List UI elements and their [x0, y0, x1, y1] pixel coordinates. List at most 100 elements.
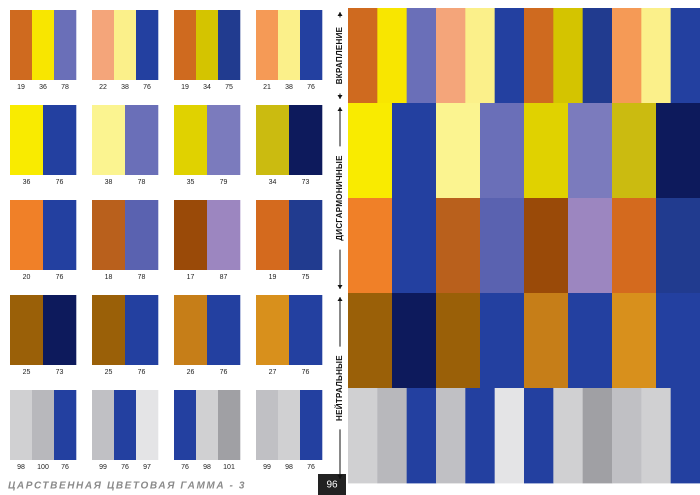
swatch — [256, 105, 290, 175]
swatch-label: 38 — [121, 84, 129, 91]
swatch-label: 97 — [143, 464, 151, 471]
swatch-label: 76 — [56, 179, 64, 186]
mosaic-stripe — [348, 198, 393, 294]
mosaic-stripe — [494, 388, 525, 484]
swatch-label: 76 — [307, 464, 315, 471]
swatch-label: 36 — [39, 84, 47, 91]
swatch — [174, 105, 208, 175]
mosaic-stripe — [641, 388, 672, 484]
swatch-label: 27 — [269, 369, 277, 376]
section-label: ВКРАПЛЕНИЕ — [335, 26, 344, 84]
swatch — [289, 295, 323, 365]
swatch-label: 21 — [263, 84, 271, 91]
mosaic-stripe — [568, 293, 613, 389]
swatch — [10, 295, 44, 365]
swatch-label: 78 — [61, 84, 69, 91]
swatch-label: 73 — [56, 369, 64, 376]
mosaic-stripe — [553, 388, 584, 484]
swatch — [43, 105, 77, 175]
mosaic-stripe — [348, 8, 378, 104]
swatch-label: 78 — [138, 274, 146, 281]
page-number: 96 — [326, 480, 338, 491]
swatch-label: 73 — [302, 179, 310, 186]
swatch — [278, 10, 301, 80]
swatch-label: 79 — [220, 179, 228, 186]
swatch — [207, 105, 241, 175]
swatch — [196, 10, 219, 80]
mosaic-stripe — [612, 103, 657, 199]
swatch-label: 19 — [269, 274, 277, 281]
swatch — [174, 295, 208, 365]
swatch-label: 25 — [105, 369, 113, 376]
arrow-head — [337, 475, 343, 479]
mosaic-stripe — [377, 388, 408, 484]
swatch-label: 34 — [269, 179, 277, 186]
swatch-label: 100 — [37, 464, 49, 471]
mosaic-stripe — [524, 198, 569, 294]
swatch-label: 98 — [17, 464, 25, 471]
swatch — [125, 200, 159, 270]
swatch-label: 76 — [143, 84, 151, 91]
swatch-label: 75 — [225, 84, 233, 91]
swatch — [174, 390, 197, 460]
swatch-label: 76 — [307, 84, 315, 91]
mosaic-stripe — [524, 388, 554, 484]
swatch-label: 26 — [187, 369, 195, 376]
mosaic-stripe — [348, 103, 393, 199]
swatch — [92, 295, 126, 365]
mosaic-stripe — [582, 8, 613, 104]
swatch-label: 20 — [23, 274, 31, 281]
arrow-head — [337, 95, 343, 99]
swatch-label: 99 — [99, 464, 107, 471]
mosaic-stripe — [465, 388, 496, 484]
footer-title: ЦАРСТВЕННАЯ ЦВЕТОВАЯ ГАММА - 3 — [8, 481, 246, 492]
mosaic-stripe — [582, 388, 613, 484]
swatch-label: 76 — [138, 369, 146, 376]
swatch — [256, 10, 279, 80]
swatch — [54, 10, 77, 80]
mosaic-stripe — [524, 103, 569, 199]
swatch-label: 18 — [105, 274, 113, 281]
mosaic-stripe — [612, 8, 642, 104]
mosaic-stripe — [406, 388, 437, 484]
mosaic-stripe — [656, 293, 700, 389]
swatch — [32, 10, 55, 80]
mosaic-stripe — [436, 103, 481, 199]
arrow-head — [337, 107, 343, 111]
swatch — [300, 390, 323, 460]
mosaic-stripe — [524, 8, 554, 104]
section-label: НЕЙТРАЛЬНЫЕ — [335, 355, 344, 421]
swatch — [114, 10, 137, 80]
swatch — [92, 10, 115, 80]
swatch — [32, 390, 55, 460]
mosaic-stripe — [612, 293, 657, 389]
swatch-label: 76 — [61, 464, 69, 471]
swatch-label: 17 — [187, 274, 195, 281]
swatch-label: 35 — [187, 179, 195, 186]
mosaic-stripe — [670, 388, 700, 484]
swatch-label: 25 — [23, 369, 31, 376]
swatch — [125, 295, 159, 365]
swatch — [10, 10, 33, 80]
swatch-label: 19 — [17, 84, 25, 91]
mosaic-stripe — [436, 293, 481, 389]
swatch — [114, 390, 137, 460]
arrow-head — [337, 285, 343, 289]
swatch — [218, 10, 241, 80]
mosaic-stripe — [436, 8, 466, 104]
swatch — [136, 10, 159, 80]
swatch-label: 87 — [220, 274, 228, 281]
mosaic-stripe — [524, 293, 569, 389]
swatch — [174, 200, 208, 270]
swatch — [92, 105, 126, 175]
mosaic-stripe — [612, 198, 657, 294]
mosaic-stripe — [612, 388, 642, 484]
swatch-label: 76 — [302, 369, 310, 376]
mosaic-stripe — [568, 198, 613, 294]
mosaic-stripe — [392, 103, 437, 199]
swatch — [289, 200, 323, 270]
mosaic-stripe — [348, 388, 378, 484]
swatch — [256, 390, 279, 460]
mosaic-stripe — [670, 8, 700, 104]
